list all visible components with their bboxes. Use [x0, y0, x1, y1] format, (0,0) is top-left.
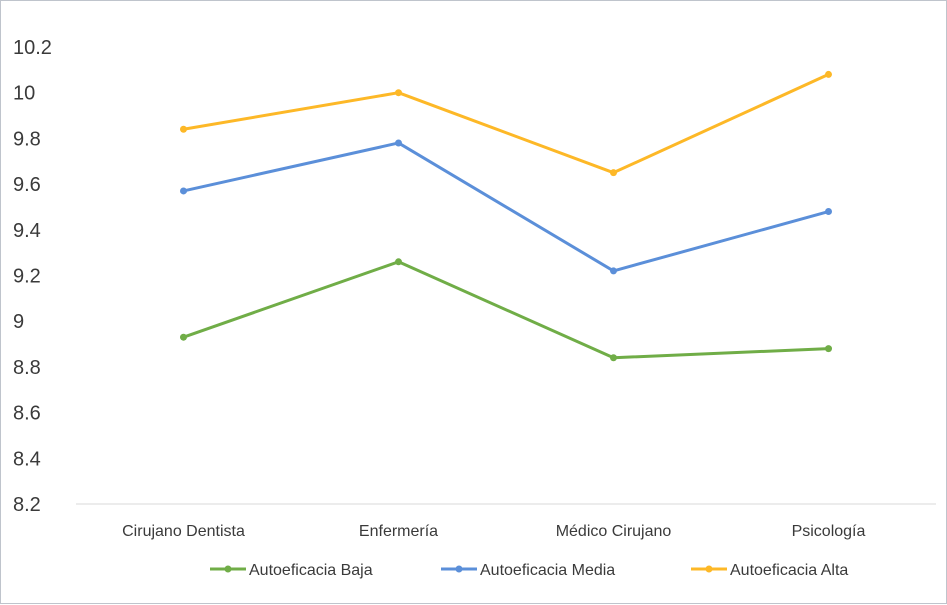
y-tick-label: 9.6	[13, 174, 41, 196]
y-tick-label: 8.6	[13, 403, 41, 425]
legend-item: Autoeficacia Media	[441, 562, 615, 579]
data-point	[610, 267, 617, 275]
y-tick-label: 10.2	[13, 37, 52, 59]
series-1	[180, 258, 832, 362]
x-category-label: Médico Cirujano	[556, 523, 672, 540]
y-axis-ticks: 8.2 8.4 8.6 8.8 9 9.2 9.4 9.6 9.8 10 10.2	[13, 37, 52, 516]
series-layer	[180, 70, 832, 362]
data-point	[825, 70, 832, 78]
x-category-label: Cirujano Dentista	[122, 523, 245, 540]
y-tick-label: 10	[13, 83, 35, 105]
legend-marker	[705, 565, 713, 573]
legend-item: Autoeficacia Baja	[210, 562, 373, 579]
legend-item: Autoeficacia Alta	[691, 562, 848, 579]
data-point	[610, 354, 617, 362]
legend-marker	[224, 565, 232, 573]
legend: Autoeficacia Baja Autoeficacia Media Autoe…	[210, 562, 848, 579]
y-tick-label: 8.8	[13, 357, 41, 379]
series-line	[183, 141, 829, 273]
legend-label: Autoeficacia Media	[480, 562, 615, 579]
data-point	[395, 258, 402, 266]
data-point	[180, 187, 187, 195]
series-3	[180, 70, 832, 177]
x-axis-ticks: Cirujano Dentista Enfermería Médico Ciruja…	[122, 523, 865, 540]
series-line	[183, 73, 830, 175]
data-point	[825, 208, 832, 216]
y-tick-label: 8.4	[13, 448, 41, 470]
y-tick-label: 9	[13, 311, 24, 333]
data-point	[395, 139, 402, 147]
legend-marker	[455, 565, 463, 573]
series-2	[180, 139, 832, 275]
data-point	[610, 169, 617, 177]
y-tick-label: 9.2	[13, 266, 41, 288]
legend-label: Autoeficacia Baja	[249, 562, 373, 579]
legend-label: Autoeficacia Alta	[730, 562, 848, 579]
y-tick-label: 9.4	[13, 220, 41, 242]
data-point	[180, 125, 187, 133]
y-tick-label: 9.8	[13, 128, 41, 150]
data-point	[395, 89, 402, 97]
data-point	[180, 333, 187, 341]
data-point	[825, 345, 832, 353]
series-line	[183, 260, 829, 360]
y-tick-label: 8.2	[13, 494, 41, 516]
x-category-label: Psicología	[792, 523, 866, 540]
x-category-label: Enfermería	[359, 523, 438, 540]
